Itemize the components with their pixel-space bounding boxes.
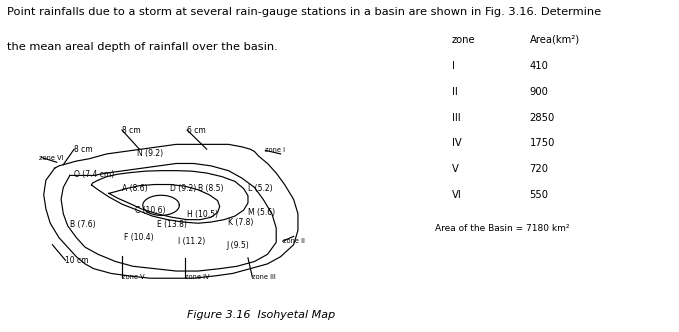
Text: V: V <box>452 164 458 174</box>
Text: zone VI: zone VI <box>39 154 64 160</box>
Text: VI: VI <box>452 190 461 200</box>
Text: 6 cm: 6 cm <box>187 125 206 134</box>
Text: J (9.5): J (9.5) <box>226 241 249 250</box>
Text: III: III <box>452 113 460 123</box>
Text: IV: IV <box>452 138 461 148</box>
Text: zone III: zone III <box>253 274 276 280</box>
Text: the mean areal depth of rainfall over the basin.: the mean areal depth of rainfall over th… <box>7 42 278 51</box>
Text: H (10.5): H (10.5) <box>187 210 218 219</box>
Text: 8 cm: 8 cm <box>122 125 141 134</box>
Text: 900: 900 <box>530 87 549 97</box>
Text: 720: 720 <box>530 164 549 174</box>
Text: 550: 550 <box>530 190 549 200</box>
Text: zone V: zone V <box>122 274 145 280</box>
Text: L (5.2): L (5.2) <box>248 184 272 193</box>
Text: Area(km²): Area(km²) <box>530 35 580 45</box>
Text: II: II <box>452 87 457 97</box>
Text: M (5.6): M (5.6) <box>248 208 275 217</box>
Text: zone I: zone I <box>265 147 285 153</box>
Text: 1750: 1750 <box>530 138 555 148</box>
Text: zone: zone <box>452 35 475 45</box>
Text: zone II: zone II <box>282 238 305 244</box>
Text: N (9.2): N (9.2) <box>137 149 163 158</box>
Text: C (10.6): C (10.6) <box>135 206 166 214</box>
Text: I: I <box>452 61 454 71</box>
Text: B (7.6): B (7.6) <box>70 220 96 229</box>
Text: B (8.5): B (8.5) <box>198 184 223 193</box>
Text: O (7.4 cm): O (7.4 cm) <box>74 170 114 179</box>
Text: F (10.4): F (10.4) <box>124 233 153 242</box>
Text: 2850: 2850 <box>530 113 555 123</box>
Text: I (11.2): I (11.2) <box>179 237 206 246</box>
Text: Area of the Basin = 7180 km²: Area of the Basin = 7180 km² <box>435 224 569 233</box>
Text: 10 cm: 10 cm <box>65 256 89 265</box>
Text: zone IV: zone IV <box>185 274 209 280</box>
Text: D (9.2): D (9.2) <box>170 184 196 193</box>
Text: Figure 3.16  Isohyetal Map: Figure 3.16 Isohyetal Map <box>187 310 335 320</box>
Text: E (13.8): E (13.8) <box>157 220 187 229</box>
Text: K (7.8): K (7.8) <box>228 217 254 226</box>
Text: Point rainfalls due to a storm at several rain-gauge stations in a basin are sho: Point rainfalls due to a storm at severa… <box>7 7 601 17</box>
Text: A (8.6): A (8.6) <box>122 184 147 193</box>
Text: 8 cm: 8 cm <box>74 145 93 154</box>
Text: 410: 410 <box>530 61 549 71</box>
